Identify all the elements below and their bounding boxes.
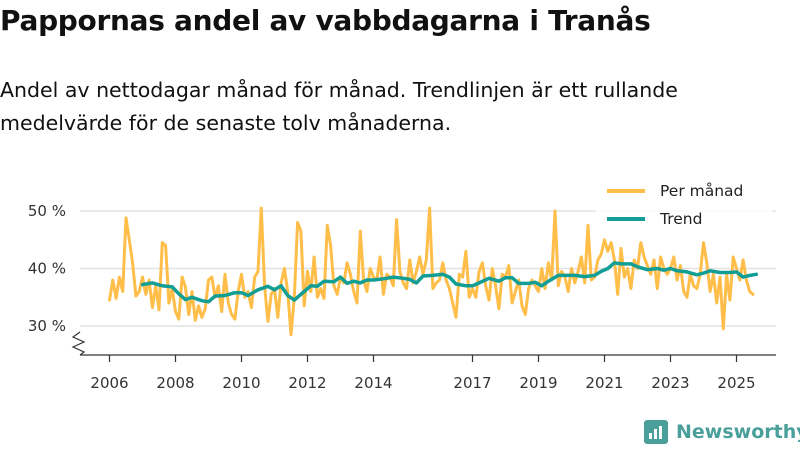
axis-break-icon <box>71 331 86 356</box>
x-tick-label: 2008 <box>156 374 194 392</box>
x-tick-label: 2019 <box>519 374 557 392</box>
chart-title: Pappornas andel av vabbdagarna i Tranås <box>0 4 651 37</box>
series-layer <box>108 206 759 337</box>
legend-background <box>596 178 772 234</box>
x-tick-label: 2017 <box>453 374 491 392</box>
legend-label: Per månad <box>660 182 743 200</box>
x-tick-label: 2014 <box>354 374 392 392</box>
x-tick-label: 2012 <box>288 374 326 392</box>
x-axis: 2006 2008 2010 2012 2014 2017 2019 2021 2023 2025 <box>71 331 776 392</box>
chart-subtitle: Andel av nettodagar månad för månad. Tre… <box>0 78 678 135</box>
x-tick-label: 2025 <box>717 374 755 392</box>
newsworthy-brand: Newsworthy <box>644 420 800 444</box>
series-line-trend <box>140 261 759 304</box>
legend: Per månad Trend <box>596 178 772 234</box>
y-tick-label: 40 % <box>28 260 66 278</box>
newsworthy-logo-icon <box>644 420 668 444</box>
series-line-per-manad <box>108 206 755 337</box>
y-tick-label: 30 % <box>28 317 66 335</box>
y-axis: 30 % 40 % 50 % <box>28 202 66 335</box>
x-tick-label: 2010 <box>222 374 260 392</box>
legend-label: Trend <box>659 210 702 228</box>
brand-name: Newsworthy <box>676 421 800 443</box>
x-tick-label: 2023 <box>651 374 689 392</box>
x-tick-label: 2006 <box>90 374 128 392</box>
x-tick-label: 2021 <box>585 374 623 392</box>
y-tick-label: 50 % <box>28 202 66 220</box>
